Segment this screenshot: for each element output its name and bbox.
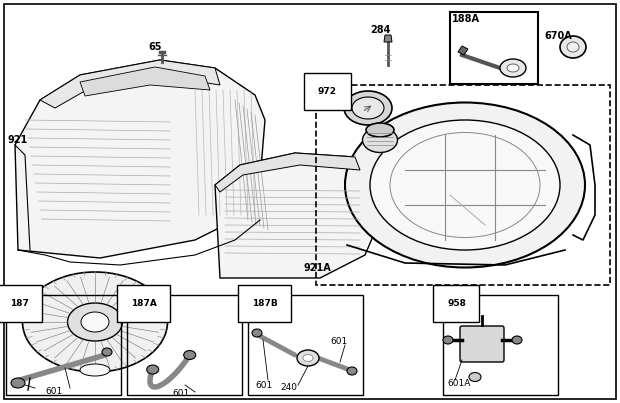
Text: 187: 187 [10,299,29,308]
Bar [127,295,242,395]
Polygon shape [40,60,220,108]
Polygon shape [15,60,265,258]
Ellipse shape [443,336,453,344]
Ellipse shape [68,303,123,341]
Text: eReplacementParts.com: eReplacementParts.com [242,205,378,215]
Ellipse shape [344,91,392,125]
Bar [450,12,538,84]
Ellipse shape [500,59,526,77]
Ellipse shape [345,102,585,268]
Ellipse shape [102,348,112,356]
Ellipse shape [363,127,397,152]
Text: 930: 930 [8,315,29,325]
Ellipse shape [22,272,167,372]
Ellipse shape [560,36,586,58]
Text: 65: 65 [148,42,161,52]
Text: 601A: 601A [447,380,471,388]
Text: 921: 921 [8,135,29,145]
Polygon shape [80,67,210,96]
Text: 972: 972 [318,87,337,96]
Bar [443,295,558,395]
Text: 601: 601 [330,337,347,345]
Text: 921A: 921A [303,263,330,273]
Text: 188A: 188A [452,14,480,24]
Polygon shape [384,35,392,42]
Polygon shape [215,153,360,192]
Ellipse shape [390,133,540,237]
Ellipse shape [347,367,357,375]
Text: 601: 601 [45,388,62,397]
Ellipse shape [184,351,196,359]
Ellipse shape [512,336,522,344]
Text: 958: 958 [447,299,466,308]
Text: 601: 601 [255,380,272,390]
Bar [6,295,121,395]
Text: 670A: 670A [544,31,572,41]
Ellipse shape [507,64,519,72]
Text: 187B: 187B [252,299,278,308]
Polygon shape [215,153,380,278]
Ellipse shape [567,42,579,52]
Ellipse shape [469,372,481,382]
Ellipse shape [297,350,319,366]
Ellipse shape [80,364,110,376]
Text: 601: 601 [172,388,189,397]
Ellipse shape [252,329,262,337]
Text: 240: 240 [280,384,297,393]
Ellipse shape [147,365,159,374]
Bar [316,85,610,285]
Text: 957: 957 [318,99,339,109]
FancyBboxPatch shape [460,326,504,362]
Ellipse shape [370,120,560,250]
Text: 284: 284 [370,25,391,35]
Polygon shape [458,46,468,55]
Ellipse shape [11,378,25,388]
Ellipse shape [352,97,384,119]
Ellipse shape [366,123,394,137]
Ellipse shape [303,355,313,361]
Text: 187A: 187A [131,299,157,308]
Ellipse shape [81,312,109,332]
Bar [248,295,363,395]
